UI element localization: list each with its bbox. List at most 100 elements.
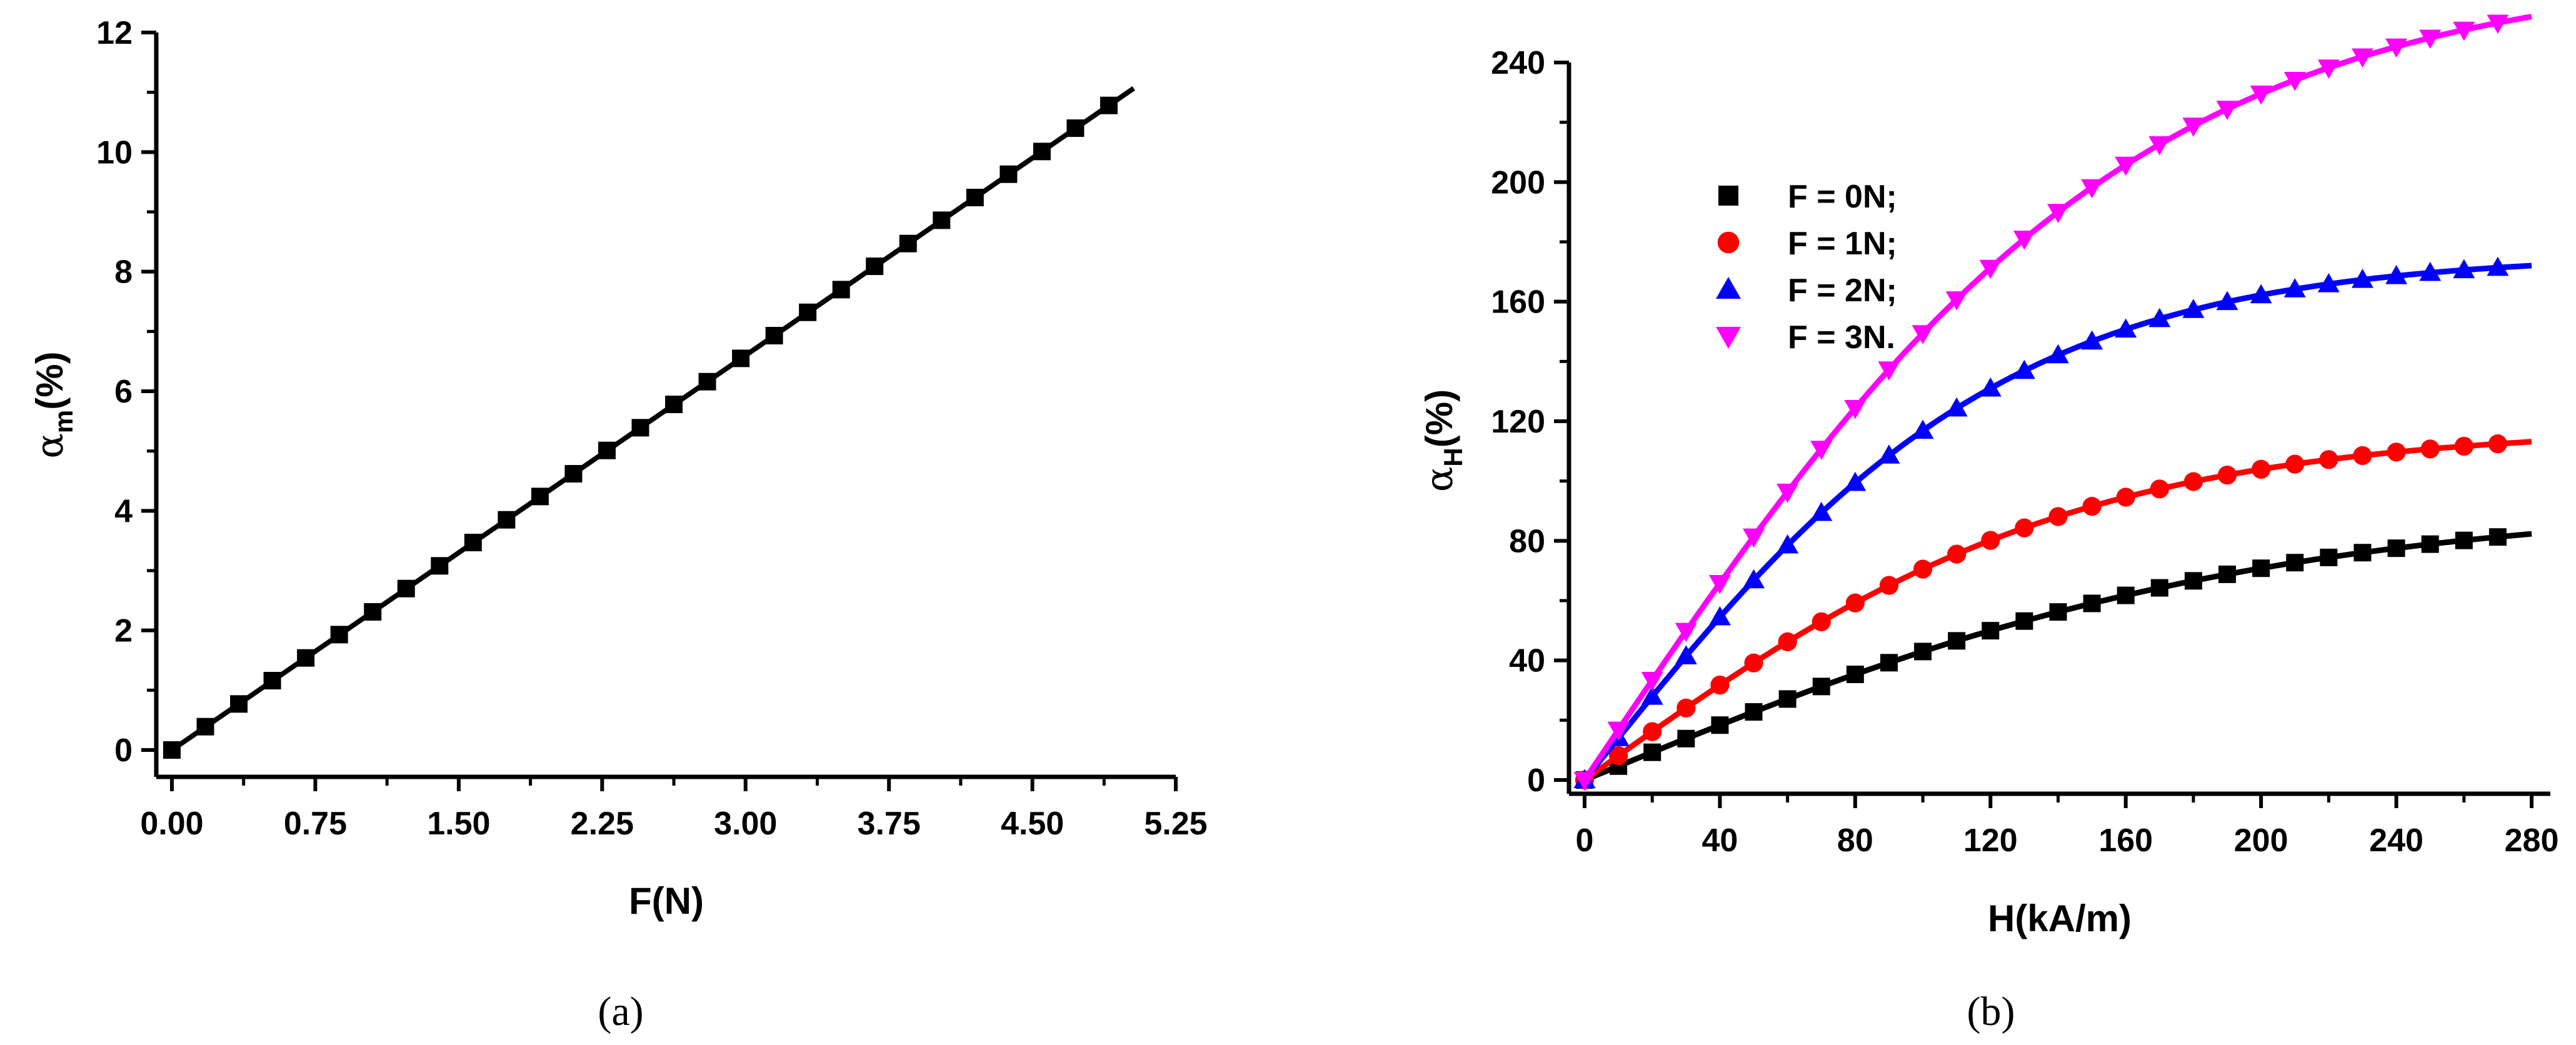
data-point [1677, 729, 1695, 748]
data-point [1743, 528, 1765, 548]
chart-a-y-tick-label: 0 [114, 732, 133, 769]
chart-panel-b: 0 40 80 120 160 200 240 280 0 40 80 120 … [1418, 14, 2558, 1034]
data-point [1880, 654, 1898, 672]
data-point [2116, 488, 2135, 507]
chart-b-x-tick-label: 0 [1576, 822, 1594, 859]
chart-b-y-axis-label: αH(%) [1418, 389, 1468, 492]
chart-a-y-tick-labels: 0 2 4 6 8 10 12 [96, 15, 133, 769]
chart-a-x-tick-label: 3.00 [714, 806, 777, 842]
legend-marker-shape [1718, 186, 1738, 206]
chart-b-legend: F = 0N; F = 1N; F = 2N; F = 3N. [1716, 179, 1897, 356]
data-point [1710, 676, 1730, 695]
data-point [364, 603, 382, 621]
data-point [2115, 156, 2137, 176]
chart-a-y-axis-subscript: m [49, 410, 78, 433]
chart-a-x-tick-label: 4.50 [1001, 806, 1064, 842]
data-point [2317, 273, 2340, 292]
chart-b-x-tick-label: 40 [1702, 822, 1738, 859]
data-point [196, 718, 214, 736]
chart-b-y-tick-label: 200 [1491, 164, 1545, 201]
data-point [1643, 743, 1661, 761]
data-point [1845, 593, 1865, 612]
data-point [899, 234, 917, 252]
data-point [2252, 459, 2271, 479]
data-point [1643, 722, 1662, 741]
data-point [531, 488, 549, 506]
data-point [2015, 518, 2034, 538]
series-line [170, 86, 1135, 752]
legend-marker-shape [1716, 277, 1741, 299]
data-point [2421, 535, 2439, 553]
data-point [1778, 690, 1797, 708]
chart-a-x-tick-label: 0.00 [140, 806, 203, 842]
data-point [2148, 136, 2171, 156]
data-point [1000, 165, 1018, 183]
data-point [263, 672, 281, 690]
data-point [330, 626, 348, 644]
data-point [1777, 483, 1799, 503]
legend-marker-circle [1717, 231, 1740, 254]
data-point [2217, 466, 2237, 485]
data-point [1641, 685, 1663, 705]
chart-b-x-tick-label: 160 [2098, 822, 2153, 859]
data-point [2013, 231, 2035, 250]
data-point [1945, 397, 1968, 417]
data-point [2182, 118, 2205, 137]
data-point [1979, 259, 2002, 279]
data-point [1573, 771, 1596, 791]
chart-a-x-tick-label: 1.50 [427, 806, 490, 842]
chart-b-x-tick-label: 240 [2369, 822, 2423, 859]
data-point [2317, 59, 2340, 79]
legend-entry: F = 2N; [1716, 272, 1897, 309]
data-point [1878, 361, 1900, 381]
chart-a-y-tick-label: 4 [114, 493, 133, 529]
data-point [2015, 612, 2033, 630]
data-point [564, 465, 583, 483]
data-point [1914, 642, 1932, 661]
data-point [1981, 531, 2000, 550]
chart-b-y-axis-unit: (%) [1418, 389, 1460, 448]
data-point [1810, 441, 1833, 460]
chart-a-y-tick-label: 12 [96, 15, 133, 51]
data-point [2047, 344, 2069, 364]
chart-panel-a: 0.00 0.75 1.50 2.25 3.00 3.75 4.50 5.25 … [28, 15, 1208, 1034]
data-point [2081, 330, 2103, 350]
data-point [1607, 721, 1630, 741]
data-point [2453, 259, 2475, 279]
data-point [1947, 544, 1967, 564]
data-point [765, 327, 783, 345]
data-point [2184, 572, 2202, 590]
data-point [1033, 142, 1051, 161]
data-point [1810, 501, 1833, 521]
data-point [1812, 678, 1830, 696]
data-point [464, 534, 482, 552]
data-point [2049, 603, 2067, 621]
data-point [1100, 96, 1118, 114]
data-point [1675, 645, 1697, 664]
chart-b-x-tick-label: 280 [2505, 822, 2559, 859]
legend-entry: F = 0N; [1718, 179, 1897, 215]
data-point [2453, 21, 2475, 41]
chart-a-x-tick-label: 3.75 [858, 806, 921, 842]
data-point [2488, 434, 2508, 454]
data-point [1708, 574, 1731, 594]
chart-a-y-tick-label: 6 [114, 374, 133, 410]
data-point [1912, 419, 1934, 439]
data-point [866, 258, 884, 276]
data-point [2117, 586, 2135, 604]
data-point [732, 349, 750, 368]
data-point [2150, 579, 2168, 597]
data-point [2353, 544, 2372, 562]
data-point [1846, 665, 1864, 683]
data-point [1913, 559, 1933, 579]
legend-label: F = 2N; [1788, 272, 1897, 309]
legend-label: F = 3N. [1788, 319, 1895, 356]
data-point [2351, 269, 2373, 288]
data-point [230, 695, 248, 713]
data-point [2283, 278, 2306, 298]
data-point [2150, 479, 2169, 499]
data-point [1745, 703, 1763, 721]
data-point [2351, 48, 2373, 68]
chart-b-series [1573, 14, 2532, 791]
